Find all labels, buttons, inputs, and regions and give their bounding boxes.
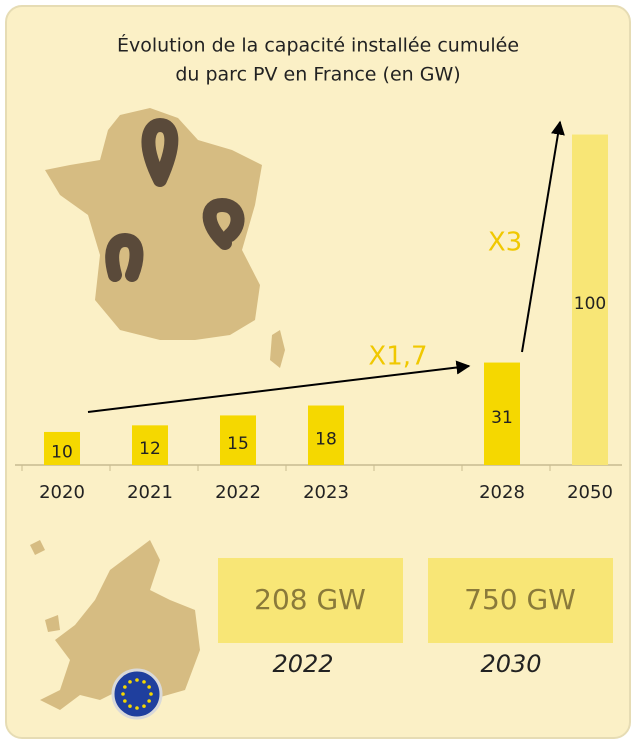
star bbox=[128, 704, 132, 708]
value-label: 100 bbox=[574, 294, 606, 314]
x-tick-label: 2021 bbox=[127, 482, 173, 503]
stat-box bbox=[218, 558, 403, 643]
value-label: 15 bbox=[227, 434, 249, 454]
france-map bbox=[45, 108, 262, 340]
stat-year: 2030 bbox=[480, 650, 541, 678]
star bbox=[142, 704, 146, 708]
star bbox=[135, 678, 139, 682]
star bbox=[147, 685, 151, 689]
x-tick-label: 2022 bbox=[215, 482, 261, 503]
star bbox=[149, 692, 153, 696]
annotation: X3 bbox=[488, 228, 522, 258]
star bbox=[121, 692, 125, 696]
star bbox=[147, 699, 151, 703]
star bbox=[135, 706, 139, 710]
value-label: 31 bbox=[491, 408, 513, 428]
value-label: 10 bbox=[51, 442, 73, 462]
value-label: 12 bbox=[139, 439, 161, 459]
arrow bbox=[87, 360, 471, 413]
bar bbox=[132, 425, 168, 465]
star bbox=[123, 699, 127, 703]
stat-box bbox=[428, 558, 613, 643]
eu-flag bbox=[111, 668, 163, 720]
map-icons bbox=[105, 117, 245, 282]
x-tick-label: 2023 bbox=[303, 482, 349, 503]
europe-map bbox=[40, 540, 200, 710]
bar bbox=[572, 134, 608, 465]
bar bbox=[44, 431, 80, 465]
star bbox=[128, 680, 132, 684]
bar bbox=[484, 362, 520, 465]
x-tick-label: 2050 bbox=[567, 482, 613, 503]
star bbox=[142, 680, 146, 684]
x-tick-label: 2020 bbox=[39, 482, 85, 503]
bar bbox=[220, 415, 256, 465]
corsica bbox=[270, 330, 285, 368]
x-tick-label: 2028 bbox=[479, 482, 525, 503]
arrow bbox=[521, 120, 565, 353]
stat-value: 750 GW bbox=[464, 583, 576, 616]
value-label: 18 bbox=[315, 429, 337, 449]
chart-title: Évolution de la capacité installée cumul… bbox=[117, 34, 519, 57]
stat-year: 2022 bbox=[272, 650, 333, 678]
annotation: X1,7 bbox=[368, 342, 427, 372]
chart-title: du parc PV en France (en GW) bbox=[175, 64, 460, 86]
star bbox=[123, 685, 127, 689]
stat-value: 208 GW bbox=[254, 583, 366, 616]
bar bbox=[308, 405, 344, 465]
eu-stars bbox=[121, 678, 153, 710]
islands bbox=[30, 540, 60, 632]
